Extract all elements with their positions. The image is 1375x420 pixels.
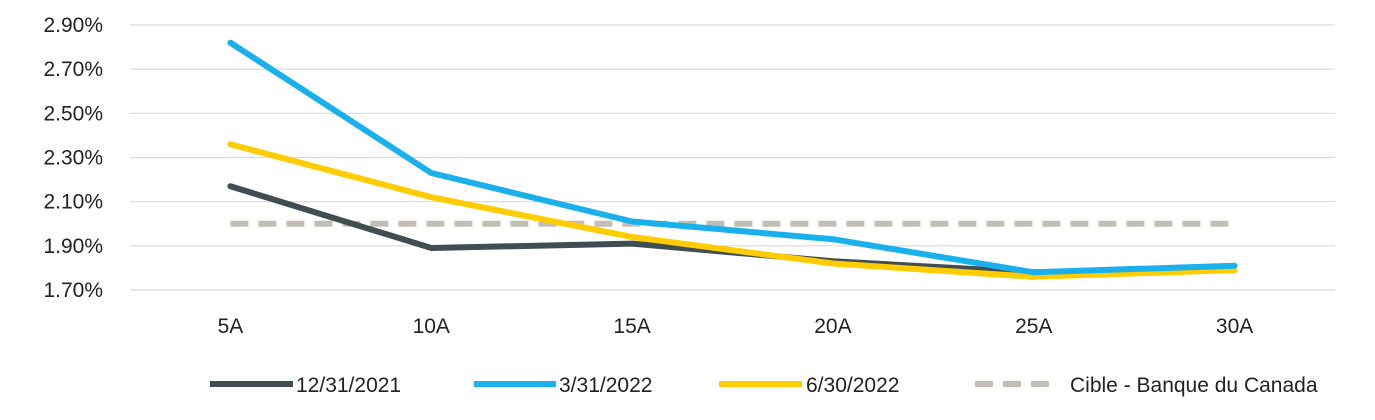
x-axis-ticks: 5A 10A 15A 20A 25A 30A (218, 315, 1254, 338)
x-tick-label: 25A (1015, 315, 1052, 338)
legend-item: 12/31/2021 (210, 374, 401, 397)
x-tick-label: 15A (613, 315, 650, 338)
series-lines (227, 39, 1238, 280)
legend-label: Cible - Banque du Canada (1070, 374, 1318, 397)
legend-label: 3/31/2022 (559, 374, 652, 397)
y-axis-ticks: 1.70% 1.90% 2.10% 2.30% 2.50% 2.70% 2.90% (43, 14, 103, 302)
legend-label: 6/30/2022 (806, 374, 899, 397)
legend: 12/31/2021 3/31/2022 6/30/2022 Cible - Banq… (210, 374, 1318, 397)
legend-item: 3/31/2022 (474, 374, 652, 397)
y-tick-label: 2.10% (43, 191, 103, 214)
legend-item: Cible - Banque du Canada (975, 374, 1318, 397)
legend-item: 6/30/2022 (719, 374, 899, 397)
series-line (227, 141, 1238, 280)
series-line (227, 39, 1238, 276)
y-tick-label: 2.70% (43, 58, 103, 81)
x-tick-label: 5A (218, 315, 244, 338)
y-tick-label: 1.90% (43, 235, 103, 258)
y-tick-label: 2.90% (43, 14, 103, 37)
x-tick-label: 10A (413, 315, 450, 338)
y-tick-label: 2.30% (43, 147, 103, 170)
x-tick-label: 30A (1216, 315, 1253, 338)
grid-lines (130, 24, 1335, 291)
x-tick-label: 20A (814, 315, 851, 338)
legend-label: 12/31/2021 (296, 374, 401, 397)
y-tick-label: 1.70% (43, 279, 103, 302)
y-tick-label: 2.50% (43, 102, 103, 125)
